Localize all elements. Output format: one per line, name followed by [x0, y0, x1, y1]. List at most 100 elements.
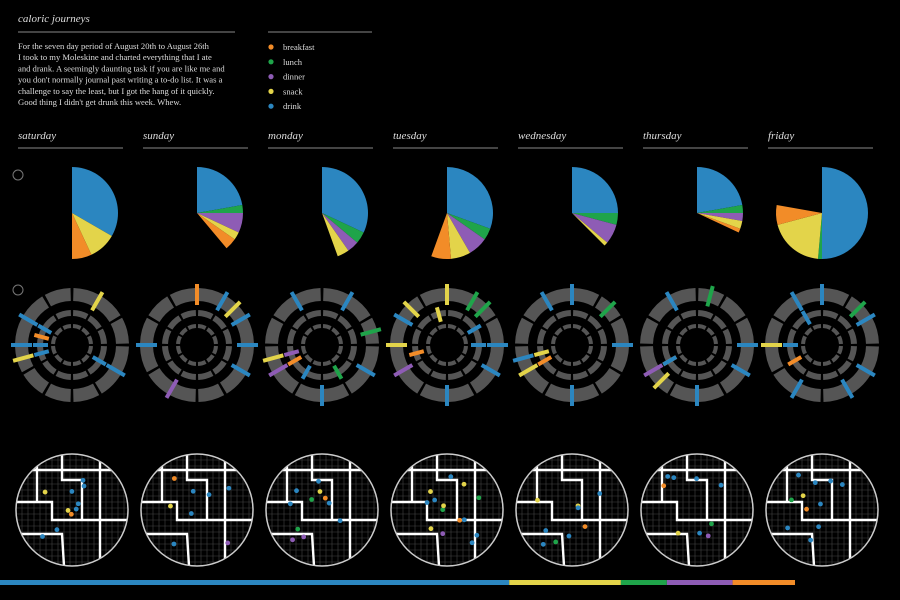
clock-ring	[54, 327, 63, 336]
clock-ring	[219, 367, 246, 394]
clock-ring	[429, 327, 438, 336]
meal-time	[287, 355, 303, 367]
clock-ring	[462, 335, 468, 345]
clock-ring	[812, 360, 822, 366]
clock-ring	[198, 310, 214, 320]
clock-ring	[794, 288, 821, 307]
clock-ring	[573, 310, 589, 320]
clock-ring	[337, 315, 352, 330]
clock-ring	[448, 370, 464, 380]
meal-time	[705, 285, 715, 307]
clock-ring	[322, 360, 332, 366]
map-dot	[42, 489, 48, 495]
meal-time	[300, 364, 312, 380]
clock-ring	[597, 346, 607, 362]
road	[516, 500, 628, 522]
clock-ring	[169, 383, 196, 402]
clock-ring	[301, 335, 307, 345]
clock-ring	[706, 354, 715, 363]
clock-ring	[429, 354, 438, 363]
map-dot	[295, 526, 301, 532]
clock-ring	[169, 288, 196, 307]
clock-ring	[801, 345, 807, 355]
map-dot	[428, 489, 433, 494]
map-border	[15, 453, 129, 567]
meal-time	[105, 363, 126, 378]
clock-ring	[198, 288, 225, 307]
map-dot	[828, 478, 834, 484]
clock-ring	[212, 315, 227, 330]
clock-ring	[54, 354, 63, 363]
clock-ring	[469, 367, 496, 394]
map-dot	[800, 493, 806, 499]
clock-ring	[698, 370, 714, 380]
meal-time	[230, 312, 251, 327]
clock-ring	[594, 367, 621, 394]
meal-time	[289, 291, 304, 312]
intro-line: I took to my Moleskine and charted every…	[18, 52, 212, 62]
clock-ring	[698, 383, 725, 402]
map-dot	[317, 489, 323, 494]
meal-time	[332, 364, 344, 380]
clock-ring	[292, 360, 307, 375]
clock-ring	[323, 310, 339, 320]
pie-slice	[572, 167, 618, 213]
meal-time	[434, 306, 443, 323]
clock-ring	[62, 360, 72, 366]
clock-ring	[648, 296, 675, 323]
map-dot	[290, 537, 295, 543]
clock-ring	[572, 324, 582, 330]
map-dot	[428, 526, 434, 532]
clock-ring	[97, 346, 107, 362]
clock-ring	[347, 328, 357, 344]
clock-ring	[697, 360, 707, 366]
meal-time	[360, 327, 382, 337]
meal-time	[598, 300, 617, 319]
pie-slice	[572, 213, 618, 225]
meal-time	[855, 312, 876, 327]
map-dot	[796, 472, 801, 478]
map-border	[640, 453, 754, 567]
road	[435, 454, 459, 520]
clock-ring	[417, 315, 432, 330]
pie-slice	[72, 213, 112, 255]
clock-ring	[697, 324, 707, 330]
clock-ring	[722, 346, 732, 362]
clock-ring	[176, 345, 182, 355]
clock-ring	[544, 383, 571, 402]
clock-ring	[555, 370, 571, 380]
map-dot	[816, 524, 821, 530]
meal-time	[37, 323, 53, 335]
clock-ring	[273, 367, 300, 394]
meal-time	[230, 363, 251, 378]
pie-slice	[322, 213, 364, 243]
map-dot	[54, 527, 60, 533]
intro-line: Good thing I didn't get drunk this week.…	[18, 97, 181, 107]
meal-time	[18, 312, 39, 327]
map-dot	[461, 517, 467, 523]
meal-time	[787, 355, 803, 367]
clock-ring	[805, 310, 821, 320]
map-dot	[40, 534, 45, 539]
intro-line: For the seven day period of August 20th …	[18, 41, 210, 51]
clock-ring	[187, 324, 197, 330]
pie-slice	[72, 213, 92, 259]
clock-ring	[312, 360, 322, 366]
clock-ring	[801, 335, 807, 345]
clock-ring	[305, 310, 321, 320]
clock-ring	[554, 327, 563, 336]
clock-ring	[437, 360, 447, 366]
clock-ring	[265, 317, 284, 344]
clock-ring	[698, 310, 714, 320]
clock-ring	[554, 354, 563, 363]
clock-ring	[794, 383, 821, 402]
road	[266, 532, 316, 566]
clock-ring	[448, 288, 475, 307]
clock-ring	[669, 383, 696, 402]
clock-ring	[804, 354, 813, 363]
clock-ring	[537, 328, 547, 344]
clock-ring	[198, 383, 225, 402]
legend-label: snack	[283, 86, 303, 96]
legend-label: breakfast	[283, 42, 315, 52]
clock-ring	[587, 335, 593, 345]
